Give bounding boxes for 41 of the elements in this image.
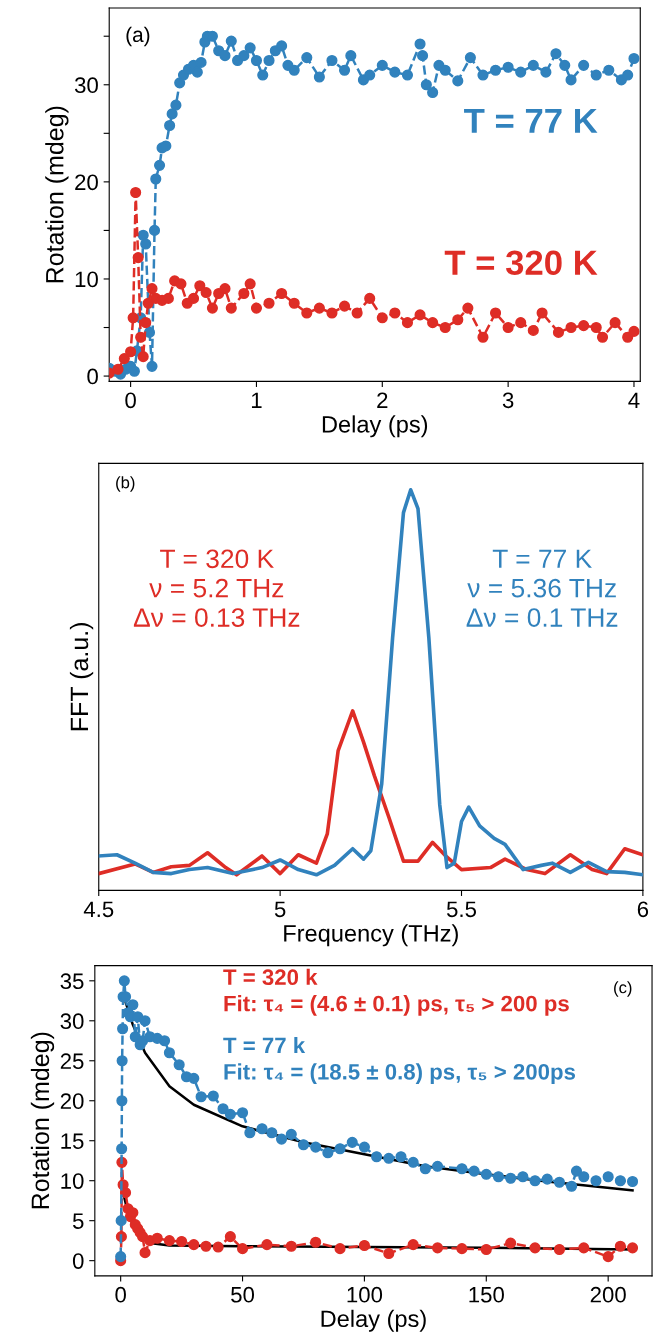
annotation: (a) [126, 26, 150, 47]
x-axis-title: Delay (ps) [321, 1309, 426, 1332]
series-label: T = 77 K ν = 5.36 THz Δν = 0.1 THz [466, 549, 618, 627]
x-tick-label: 0 [115, 1286, 126, 1303]
y-tick-label: 10 [75, 271, 98, 288]
y-tick-label: 0 [72, 1253, 84, 1269]
y-tick-label: 20 [60, 1093, 84, 1110]
x-tick-label: 6 [637, 901, 649, 918]
x-axis-title: Frequency (THz) [284, 924, 458, 947]
y-tick-label: 15 [61, 1133, 84, 1149]
y-tick-label: 10 [61, 1173, 84, 1189]
x-tick-label: 4 [628, 392, 640, 408]
y-tick-label: 20 [75, 174, 98, 191]
y-axis-title: Rotation (mdeg) [45, 106, 69, 283]
x-tick-label: 200 [590, 1286, 626, 1303]
annotation: (b) [116, 476, 135, 492]
y-tick-label: 30 [74, 77, 98, 94]
series-label: T = 77 k Fit: τ₄ = (18.5 ± 0.8) ps, τ₅ > 200ps [223, 1036, 576, 1085]
x-tick-label: 4.5 [83, 901, 114, 918]
annotation: (c) [614, 981, 632, 997]
y-tick-label: 30 [60, 1013, 84, 1030]
x-tick-label: 5.5 [446, 901, 477, 918]
y-tick-label: 5 [72, 1213, 84, 1229]
y-tick-label: 35 [60, 973, 84, 990]
y-tick-label: 0 [87, 368, 98, 385]
x-tick-label: 1 [251, 392, 262, 408]
y-tick-label: 25 [60, 1053, 84, 1070]
text: T = 320 k Fit: τ₄ = (4.6 ± 0.1) ps, τ₅ > 200 ps [223, 968, 569, 1016]
x-tick-label: 100 [347, 1286, 383, 1303]
series-label: T = 77 K [464, 108, 598, 133]
x-tick-label: 2 [377, 392, 388, 408]
series-label: T = 320 K [444, 250, 598, 276]
x-tick-label: 3 [502, 392, 514, 409]
x-axis-title: Delay (ps) [322, 415, 428, 438]
x-tick-label: 150 [469, 1286, 504, 1303]
x-tick-label: 5 [274, 901, 286, 918]
y-axis-title: Rotation (mdeg) [30, 1032, 55, 1209]
x-tick-label: 0 [125, 392, 136, 409]
y-axis-title: FFT (a.u.) [69, 623, 94, 731]
text: T = 320 K ν = 5.2 THz Δν = 0.13 THz [133, 549, 300, 627]
x-tick-label: 50 [231, 1286, 255, 1303]
